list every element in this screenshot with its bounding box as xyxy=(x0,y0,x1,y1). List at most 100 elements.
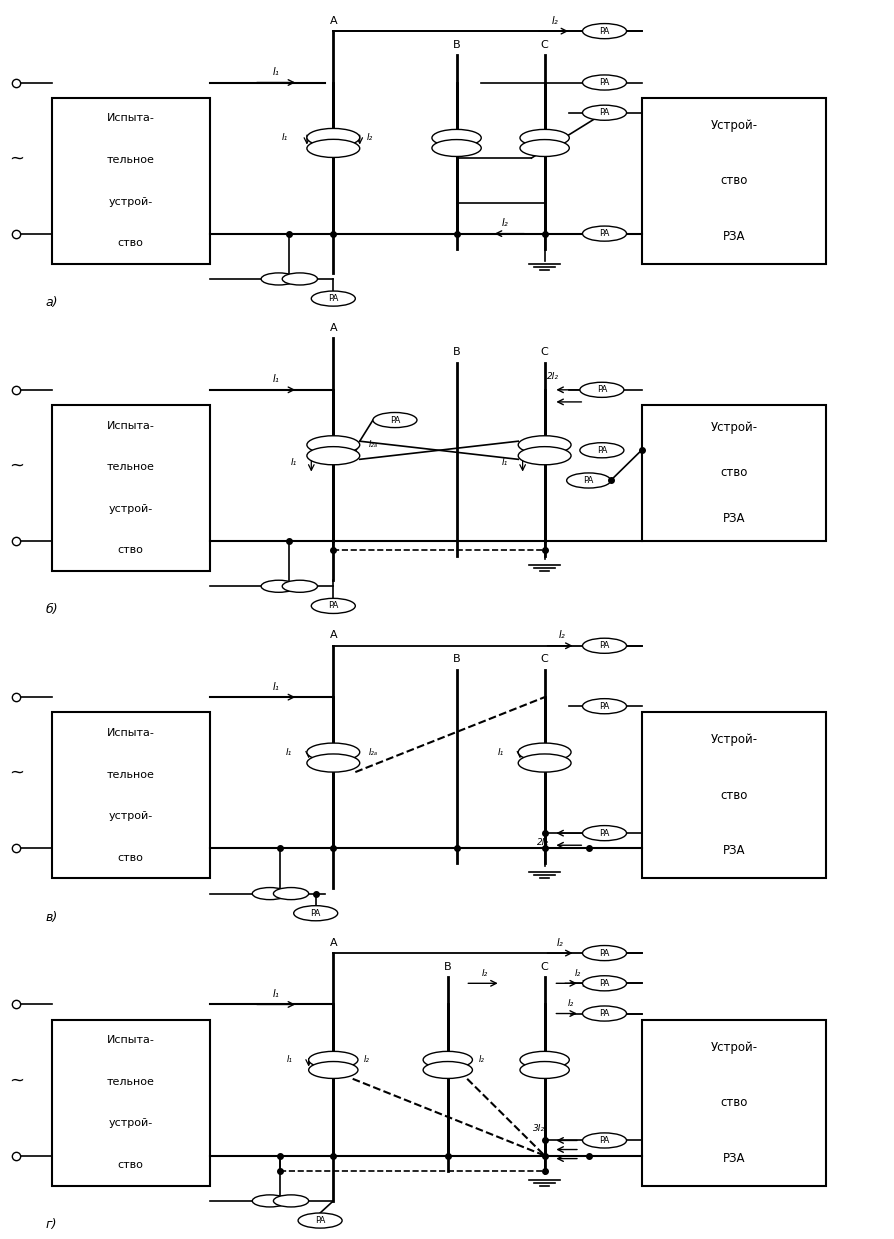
Text: ство: ство xyxy=(720,466,746,479)
Circle shape xyxy=(582,74,626,90)
Circle shape xyxy=(582,638,626,653)
Circle shape xyxy=(582,699,626,714)
Circle shape xyxy=(307,139,359,157)
Circle shape xyxy=(432,140,481,156)
Circle shape xyxy=(579,442,623,458)
Text: PA: PA xyxy=(389,415,400,425)
Text: тельное: тельное xyxy=(106,462,155,472)
Text: б): б) xyxy=(46,603,58,617)
Text: Устрой-: Устрой- xyxy=(710,733,756,746)
Text: PA: PA xyxy=(599,1009,609,1018)
Text: I₁: I₁ xyxy=(497,747,503,757)
Text: I₁: I₁ xyxy=(286,1054,292,1064)
Circle shape xyxy=(582,1132,626,1149)
Text: PA: PA xyxy=(310,908,321,918)
Circle shape xyxy=(307,129,359,146)
Text: 2I₂: 2I₂ xyxy=(547,372,559,382)
Text: B: B xyxy=(452,40,460,50)
Text: I₁: I₁ xyxy=(273,67,279,77)
Text: C: C xyxy=(540,961,548,971)
Circle shape xyxy=(308,1052,358,1068)
Text: C: C xyxy=(540,347,548,357)
Circle shape xyxy=(582,225,626,242)
Bar xyxy=(641,405,825,541)
Text: PA: PA xyxy=(599,701,609,711)
Text: Устрой-: Устрой- xyxy=(710,421,756,434)
Circle shape xyxy=(519,1062,569,1078)
Bar xyxy=(52,712,210,878)
Text: PA: PA xyxy=(315,1215,325,1225)
Text: Испыта-: Испыта- xyxy=(106,1036,155,1046)
Text: PA: PA xyxy=(328,294,338,304)
Text: PA: PA xyxy=(599,108,609,118)
Circle shape xyxy=(274,887,308,900)
Bar xyxy=(641,1020,825,1186)
Circle shape xyxy=(307,436,359,453)
Circle shape xyxy=(518,743,570,761)
Text: I₂: I₂ xyxy=(558,631,565,641)
Text: PA: PA xyxy=(599,26,609,36)
Text: I₂: I₂ xyxy=(501,218,508,228)
Text: ~: ~ xyxy=(9,1070,24,1089)
Text: ство: ство xyxy=(118,852,144,862)
Circle shape xyxy=(579,383,623,398)
Text: I₂: I₂ xyxy=(367,133,373,142)
Text: I₁: I₁ xyxy=(502,458,508,467)
Text: I₁: I₁ xyxy=(273,374,279,384)
Text: B: B xyxy=(452,347,460,357)
Text: PA: PA xyxy=(599,229,609,238)
Text: PA: PA xyxy=(599,642,609,650)
Text: Испыта-: Испыта- xyxy=(106,421,155,431)
Circle shape xyxy=(582,24,626,38)
Text: A: A xyxy=(329,16,337,26)
Circle shape xyxy=(307,755,359,772)
Text: PA: PA xyxy=(599,949,609,958)
Text: I₁: I₁ xyxy=(282,133,288,142)
Text: ство: ство xyxy=(118,238,144,248)
Text: I₂: I₂ xyxy=(574,969,580,978)
Circle shape xyxy=(298,1213,342,1228)
Bar xyxy=(52,1020,210,1186)
Text: A: A xyxy=(329,938,337,948)
Text: Устрой-: Устрой- xyxy=(710,119,756,131)
Circle shape xyxy=(519,1052,569,1068)
Text: тельное: тельное xyxy=(106,155,155,165)
Circle shape xyxy=(261,273,296,285)
Text: I₂c: I₂c xyxy=(548,440,559,450)
Circle shape xyxy=(274,1194,308,1207)
Text: устрой-: устрой- xyxy=(108,812,153,821)
Bar xyxy=(641,712,825,878)
Text: I₁: I₁ xyxy=(291,458,297,467)
Text: ство: ство xyxy=(720,789,746,802)
Text: PA: PA xyxy=(583,476,594,484)
Circle shape xyxy=(582,1006,626,1021)
Text: РЗА: РЗА xyxy=(721,1151,745,1165)
Text: I₂: I₂ xyxy=(364,1054,369,1064)
Text: устрой-: устрой- xyxy=(108,504,153,514)
Circle shape xyxy=(282,273,317,285)
Text: I₂: I₂ xyxy=(481,969,487,978)
Text: A: A xyxy=(329,323,337,333)
Text: ~: ~ xyxy=(9,456,24,475)
Text: C: C xyxy=(540,40,548,50)
Circle shape xyxy=(423,1052,472,1068)
Circle shape xyxy=(261,580,296,592)
Text: PA: PA xyxy=(599,979,609,987)
Text: PA: PA xyxy=(599,1136,609,1145)
Text: I₂ₐ: I₂ₐ xyxy=(368,440,377,450)
Circle shape xyxy=(582,825,626,841)
Text: устрой-: устрой- xyxy=(108,1119,153,1129)
Text: PA: PA xyxy=(328,601,338,611)
Circle shape xyxy=(518,755,570,772)
Circle shape xyxy=(282,580,317,592)
Circle shape xyxy=(432,129,481,146)
Circle shape xyxy=(423,1062,472,1078)
Text: I₂ₐ: I₂ₐ xyxy=(368,747,377,757)
Bar xyxy=(52,98,210,264)
Circle shape xyxy=(518,446,570,465)
Text: PA: PA xyxy=(596,446,606,455)
Text: а): а) xyxy=(46,296,58,310)
Text: I₂c: I₂c xyxy=(548,747,559,757)
Text: Устрой-: Устрой- xyxy=(710,1041,756,1054)
Text: Испыта-: Испыта- xyxy=(106,729,155,738)
